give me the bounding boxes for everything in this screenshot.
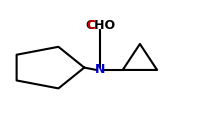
Text: C: C: [86, 19, 95, 32]
Text: CHO: CHO: [85, 19, 115, 32]
Text: N: N: [95, 63, 105, 76]
